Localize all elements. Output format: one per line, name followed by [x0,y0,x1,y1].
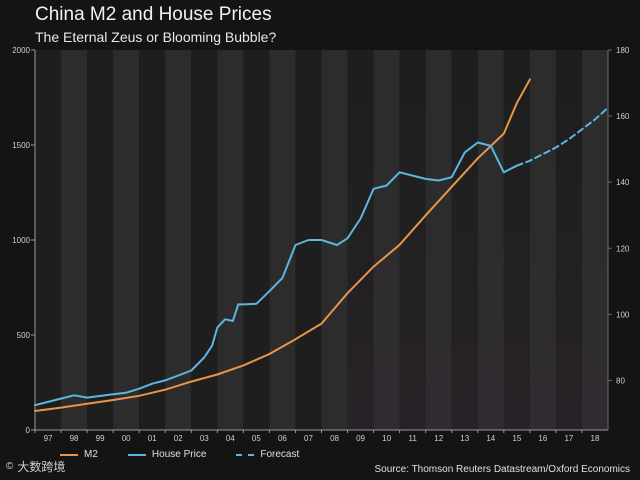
legend-item-house-price: House Price [127,449,207,460]
legend: M2 House Price Forecast [60,449,329,460]
chart-title: China M2 and House Prices [35,4,272,25]
x-tick-label: 09 [356,434,365,443]
right-tick-label: 80 [616,376,625,385]
year-band [139,50,166,430]
year-band [113,50,140,430]
year-band [191,50,218,430]
watermark-text: 大数跨境 [17,460,66,474]
legend-label-m2: M2 [84,449,98,460]
x-tick-label: 02 [174,434,183,443]
series-line-m2 [34,78,531,412]
right-tick-label: 100 [616,310,630,319]
legend-label-forecast: Forecast [260,449,300,460]
x-tick-label: 07 [304,434,313,443]
x-tick-label: 97 [44,434,53,443]
left-tick-label: 1500 [12,141,30,150]
x-tick-label: 12 [434,434,443,443]
right-tick-label: 140 [616,178,630,187]
chart-subtitle: The Eternal Zeus or Blooming Bubble? [35,29,277,45]
x-tick-label: 16 [538,434,547,443]
year-band [243,50,270,430]
right-tick-label: 120 [616,244,630,253]
right-tick-label: 160 [616,112,630,121]
legend-swatch-forecast [236,453,255,456]
x-tick-label: 15 [512,434,521,443]
left-tick-label: 1000 [12,236,30,245]
x-tick-label: 98 [70,434,79,443]
legend-label-house-price: House Price [151,449,207,460]
x-tick-label: 13 [460,434,469,443]
watermark-logo-icon: © [6,461,14,472]
year-band [87,50,114,430]
x-tick-label: 03 [200,434,209,443]
x-tick-label: 18 [591,434,600,443]
x-tick-label: 05 [252,434,261,443]
x-tick-label: 14 [486,434,495,443]
left-tick-label: 0 [26,426,31,435]
x-tick-label: 99 [96,434,105,443]
year-band [165,50,192,430]
x-tick-label: 17 [564,434,573,443]
series-line-house-price [34,141,518,407]
x-tick-label: 01 [148,434,157,443]
legend-item-forecast: Forecast [236,449,299,460]
left-tick-label: 500 [17,331,31,340]
x-tick-label: 00 [122,434,131,443]
year-band [61,50,88,430]
source-note: Source: Thomson Reuters Datastream/Oxfor… [374,464,630,475]
legend-item-m2: M2 [60,449,98,460]
left-tick-label: 2000 [12,46,30,55]
x-tick-label: 06 [278,434,287,443]
x-tick-label: 11 [409,434,418,443]
right-tick-label: 180 [616,46,630,55]
year-band [269,50,296,430]
year-band [35,50,62,430]
watermark: © 大数跨境 [6,458,65,475]
series-line-forecast [515,106,609,167]
x-tick-label: 04 [226,434,235,443]
legend-swatch-m2 [60,453,78,456]
x-tick-label: 08 [330,434,339,443]
background-shade [347,50,608,430]
legend-swatch-house-price [127,453,146,456]
x-tick-label: 10 [382,434,391,443]
